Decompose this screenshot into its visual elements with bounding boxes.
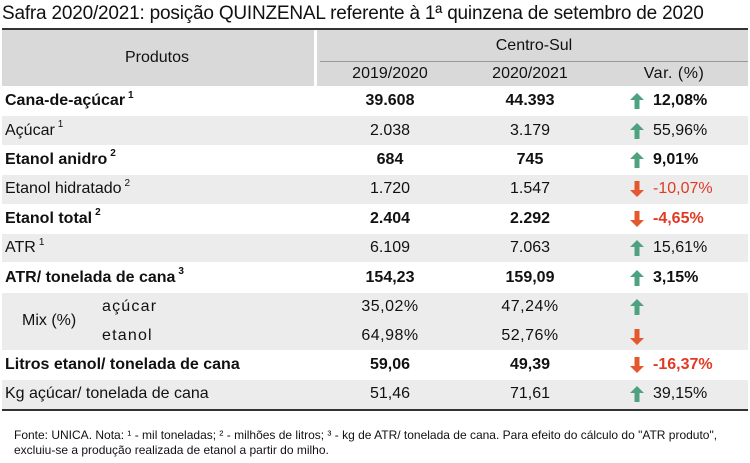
- footnote-marker: 2: [124, 177, 131, 189]
- variation-value: 55,96%: [653, 121, 708, 139]
- header-rule: [320, 61, 748, 62]
- value-2020-2021: 745: [516, 150, 544, 168]
- header-produtos: Produtos: [124, 49, 190, 66]
- table-row: Cana-de-açúcar 1 39.608 44.393 12,08%: [2, 86, 748, 115]
- variation-value: -10,07%: [653, 180, 713, 198]
- arrow-down-icon: [630, 210, 644, 227]
- value-2019-2020: 2.038: [369, 121, 411, 139]
- production-table: Produtos Centro-Sul 2019/2020 2020/2021 …: [2, 28, 748, 411]
- value-2019-2020: 39.608: [365, 92, 415, 110]
- footnote-marker: 1: [128, 89, 134, 101]
- table-header: Produtos Centro-Sul 2019/2020 2020/2021 …: [2, 30, 748, 86]
- footnote: Fonte: UNICA. Nota: ¹ - mil toneladas; ²…: [14, 428, 718, 457]
- arrow-down-icon: [630, 328, 644, 345]
- variation-value: -4,65%: [653, 209, 704, 227]
- table-row: Etanol anidro 2 684 745 9,01%: [2, 144, 748, 174]
- arrow-up-icon: [630, 151, 644, 168]
- footnote-marker: 1: [38, 236, 45, 248]
- variation-cell: 15,61%: [630, 234, 723, 262]
- row-label: ATR/ tonelada de cana 3: [5, 266, 184, 286]
- variation-value: 9,01%: [653, 150, 699, 168]
- variation-cell: 55,96%: [630, 116, 723, 144]
- value-2020-2021: 1.547: [509, 180, 551, 198]
- arrow-up-icon: [630, 298, 644, 315]
- variation-value: 15,61%: [653, 239, 708, 257]
- row-label: Açúcar 1: [5, 119, 64, 139]
- row-label: Etanol anidro 2: [5, 148, 116, 168]
- arrow-down-icon: [630, 356, 644, 373]
- row-label: Etanol total 2: [5, 207, 101, 227]
- value-2019-2020: 1.720: [369, 180, 411, 198]
- value-2019-2020: 684: [376, 150, 404, 168]
- table-body-bottom: Litros etanol/ tonelada de cana 59,06 49,3…: [2, 349, 748, 409]
- row-label: Litros etanol/ tonelada de cana: [5, 355, 240, 373]
- row-label: ATR 1: [5, 236, 45, 257]
- value-2020-2021: 49,39: [509, 355, 551, 373]
- arrow-down-icon: [630, 181, 644, 198]
- variation-cell: 39,15%: [630, 380, 723, 408]
- mix-sub-etanol: etanol: [102, 327, 153, 345]
- footnote-marker: 3: [178, 266, 184, 278]
- header-divider: [314, 30, 317, 86]
- arrow-up-icon: [630, 269, 644, 286]
- table-row: Açúcar 1 2.038 3.179 55,96%: [2, 115, 748, 145]
- value-2019-2020: 154,23: [365, 268, 415, 286]
- row-label: Cana-de-açúcar 1: [5, 89, 134, 110]
- variation-value: -16,37%: [653, 355, 713, 373]
- variation-cell: -16,37%: [630, 351, 723, 379]
- variation-cell: 3,15%: [630, 263, 723, 291]
- mix-sub-acucar: açúcar: [102, 298, 158, 316]
- variation-cell: -10,07%: [630, 175, 723, 203]
- footnote-marker: 1: [57, 119, 64, 131]
- row-label: Kg açúcar/ tonelada de cana: [5, 385, 209, 403]
- mix-row: Mix (%) açúcar etanol 35,02% 47,24% 64,9…: [2, 291, 748, 350]
- header-region: Centro-Sul: [495, 37, 573, 54]
- table-row: Kg açúcar/ tonelada de cana 51,46 71,61 39,…: [2, 379, 748, 409]
- value-2019-2020: 59,06: [369, 355, 411, 373]
- table-row: Litros etanol/ tonelada de cana 59,06 49,3…: [2, 349, 748, 379]
- value-2019-2020: 2.404: [369, 209, 411, 227]
- variation-value: 3,15%: [653, 268, 699, 286]
- variation-cell: -4,65%: [630, 205, 723, 233]
- footnote-marker: 2: [95, 207, 101, 219]
- table-row: ATR 1 6.109 7.063 15,61%: [2, 232, 748, 263]
- mix-acucar-2020: 47,24%: [501, 298, 559, 316]
- footnote-marker: 2: [110, 148, 116, 160]
- header-col-var: Var. (%): [643, 65, 705, 82]
- arrow-up-icon: [630, 93, 644, 110]
- variation-value: 39,15%: [653, 385, 708, 403]
- arrow-up-icon: [630, 240, 644, 257]
- variation-value: 12,08%: [653, 92, 708, 110]
- header-col-2019-2020: 2019/2020: [352, 65, 428, 82]
- header-col-2020-2021: 2020/2021: [492, 65, 568, 82]
- value-2019-2020: 51,46: [369, 385, 411, 403]
- variation-cell: 9,01%: [630, 146, 723, 174]
- table-row: ATR/ tonelada de cana 3 154,23 159,09 3,15%: [2, 262, 748, 291]
- row-label: Etanol hidratado 2: [5, 177, 131, 198]
- value-2020-2021: 2.292: [509, 209, 551, 227]
- mix-etanol-2019: 64,98%: [361, 327, 419, 345]
- value-2020-2021: 159,09: [505, 268, 555, 286]
- value-2020-2021: 71,61: [509, 385, 551, 403]
- variation-cell: 12,08%: [630, 87, 723, 115]
- table-row: Etanol hidratado 2 1.720 1.547 -10,07%: [2, 174, 748, 204]
- value-2020-2021: 3.179: [509, 121, 551, 139]
- table-body-top: Cana-de-açúcar 1 39.608 44.393 12,08% Açúcar 1…: [2, 86, 748, 292]
- value-2020-2021: 44.393: [505, 92, 555, 110]
- mix-etanol-2020: 52,76%: [501, 327, 559, 345]
- arrow-up-icon: [630, 386, 644, 403]
- mix-label: Mix (%): [22, 312, 77, 330]
- arrow-up-icon: [630, 122, 644, 139]
- value-2020-2021: 7.063: [509, 239, 551, 257]
- mix-acucar-2019: 35,02%: [361, 298, 419, 316]
- table-row: Etanol total 2 2.404 2.292 -4,65%: [2, 203, 748, 233]
- value-2019-2020: 6.109: [369, 239, 411, 257]
- page-title: Safra 2020/2021: posição QUINZENAL refer…: [2, 3, 704, 24]
